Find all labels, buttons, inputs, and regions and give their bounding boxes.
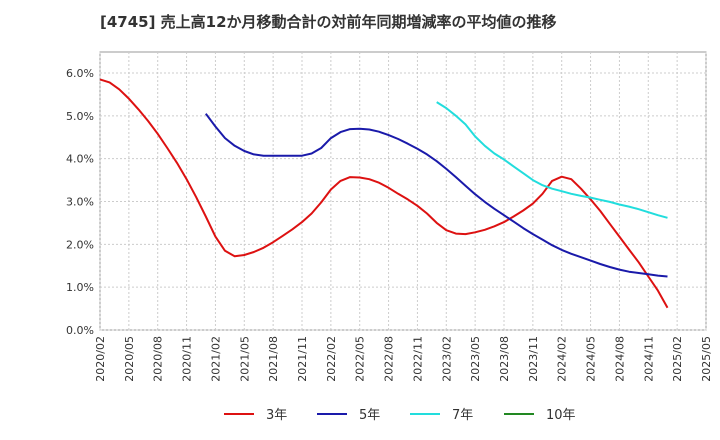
x-tick-label: 2020/11 [181,336,194,382]
x-tick-label: 2020/05 [123,336,136,382]
x-tick-label: 2023/11 [527,336,540,382]
legend-label: 5年 [359,408,380,423]
x-tick-label: 2022/02 [325,336,338,382]
x-tick-label: 2024/08 [613,336,626,382]
plot-area [99,51,707,331]
x-tick-label: 2024/05 [585,336,598,382]
x-tick-label: 2021/02 [209,336,222,382]
y-tick-label: 6.0% [66,67,94,80]
x-tick-label: 2023/05 [469,336,482,382]
series-line-7年 [436,101,668,219]
x-tick-label: 2024/02 [556,336,569,382]
chart-title: [4745] 売上高12か月移動合計の対前年同期増減率の平均値の推移 [100,13,557,31]
legend-label: 10年 [546,408,576,423]
series-line-3年 [99,78,669,309]
x-tick-label: 2024/11 [642,336,655,382]
x-tick-label: 2025/05 [700,336,713,382]
y-axis: 0.0% 1.0% 2.0% 3.0% 4.0% 5.0% 6.0% [66,67,94,337]
y-tick-label: 2.0% [66,238,94,251]
x-tick-label: 2020/08 [152,336,165,382]
x-axis: 2020/02 2020/05 2020/08 2020/11 2021/02 2021/… [94,336,713,382]
x-tick-label: 2022/11 [411,336,424,382]
x-tick-label: 2022/08 [383,336,396,382]
series-group [99,78,669,309]
x-tick-label: 2021/11 [296,336,309,382]
legend-label: 3年 [266,408,287,423]
legend-label: 7年 [452,408,473,423]
x-tick-label: 2025/02 [671,336,684,382]
x-tick-label: 2022/05 [354,336,367,382]
x-tick-label: 2021/05 [238,336,251,382]
y-tick-label: 1.0% [66,281,94,294]
series-line-5年 [205,113,668,278]
y-tick-label: 4.0% [66,153,94,166]
y-tick-label: 0.0% [66,324,94,337]
y-tick-label: 5.0% [66,110,94,123]
x-tick-label: 2023/02 [440,336,453,382]
x-tick-label: 2020/02 [94,336,107,382]
legend: 3年 5年 7年 10年 [224,408,576,423]
x-tick-label: 2023/08 [498,336,511,382]
x-tick-label: 2021/08 [267,336,280,382]
y-tick-label: 3.0% [66,196,94,209]
